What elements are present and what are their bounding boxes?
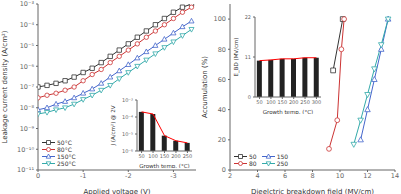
- html-text:150: 150: [276, 153, 289, 160]
- svg-text:250: 250: [300, 99, 310, 105]
- svg-text:10⁻⁶: 10⁻⁶: [20, 63, 35, 71]
- svg-text:4: 4: [255, 172, 259, 180]
- html-text:150°C: 150°C: [57, 153, 76, 160]
- svg-text:Leakage current density (A/cm²: Leakage current density (A/cm²): [8, 30, 9, 143]
- svg-text:150: 150: [278, 99, 288, 105]
- svg-text:10: 10: [336, 172, 344, 180]
- svg-text:Accumulation (%): Accumulation (%): [201, 56, 209, 118]
- html-text:80: 80: [249, 160, 257, 167]
- svg-text:50: 50: [138, 153, 144, 159]
- svg-text:100: 100: [266, 99, 276, 105]
- svg-text:11: 11: [245, 54, 251, 60]
- html-text:50°C: 50°C: [57, 139, 72, 146]
- svg-text:100: 100: [148, 153, 158, 159]
- svg-text:10⁻⁸: 10⁻⁸: [20, 104, 35, 112]
- svg-text:2: 2: [228, 172, 232, 180]
- svg-text:10⁻¹⁰: 10⁻¹⁰: [17, 146, 34, 154]
- svg-text:250: 250: [183, 153, 193, 159]
- html-text:50: 50: [249, 153, 257, 160]
- svg-text:50: 50: [256, 99, 262, 105]
- svg-text:20: 20: [218, 136, 226, 144]
- html-text:80°C: 80°C: [57, 146, 72, 153]
- svg-text:100: 100: [214, 15, 226, 23]
- html-text:250°C: 250°C: [57, 160, 76, 167]
- svg-text:10⁻⁵: 10⁻⁵: [20, 42, 35, 50]
- svg-text:10⁻¹¹: 10⁻¹¹: [17, 166, 34, 174]
- svg-text:22: 22: [245, 14, 251, 20]
- svg-text:Dieelctric breakdown field (MV: Dieelctric breakdown field (MV/cm): [251, 188, 374, 194]
- svg-text:-3: -3: [170, 172, 176, 180]
- svg-text:300: 300: [312, 99, 322, 105]
- svg-text:150: 150: [160, 153, 170, 159]
- svg-text:-1: -1: [80, 172, 86, 180]
- svg-text:60: 60: [218, 76, 226, 84]
- svg-text:14: 14: [391, 172, 393, 180]
- svg-text:0: 0: [36, 172, 40, 180]
- svg-text:Applied voltage (V): Applied voltage (V): [83, 188, 150, 194]
- svg-text:10⁻⁴: 10⁻⁴: [122, 114, 133, 120]
- svg-text:10⁻⁶: 10⁻⁶: [122, 148, 133, 154]
- svg-text:12: 12: [363, 172, 371, 180]
- svg-text:8: 8: [310, 172, 314, 180]
- svg-text:200: 200: [171, 153, 181, 159]
- svg-text:40: 40: [218, 106, 226, 114]
- svg-text:Growth temp. (°C): Growth temp. (°C): [263, 109, 313, 114]
- svg-text:10⁻⁹: 10⁻⁹: [20, 125, 35, 133]
- svg-text:80: 80: [218, 46, 226, 54]
- svg-text:10⁻⁴: 10⁻⁴: [20, 21, 35, 29]
- svg-text:J (A/cm²) @ 2V: J (A/cm²) @ 2V: [110, 105, 117, 146]
- svg-text:10⁻⁷: 10⁻⁷: [20, 83, 35, 91]
- svg-text:10⁻³: 10⁻³: [20, 0, 35, 8]
- svg-text:-2: -2: [125, 172, 131, 180]
- svg-text:10⁻⁵: 10⁻⁵: [122, 131, 133, 137]
- svg-text:Growth temp. (°C): Growth temp. (°C): [139, 163, 189, 168]
- svg-text:6: 6: [283, 172, 287, 180]
- html-text:250: 250: [276, 160, 289, 167]
- svg-text:10⁻³: 10⁻³: [122, 97, 133, 103]
- svg-text:0: 0: [222, 166, 226, 174]
- svg-text:0: 0: [248, 94, 251, 100]
- svg-text:200: 200: [289, 99, 299, 105]
- svg-text:E_BD (MV/cm): E_BD (MV/cm): [233, 37, 240, 76]
